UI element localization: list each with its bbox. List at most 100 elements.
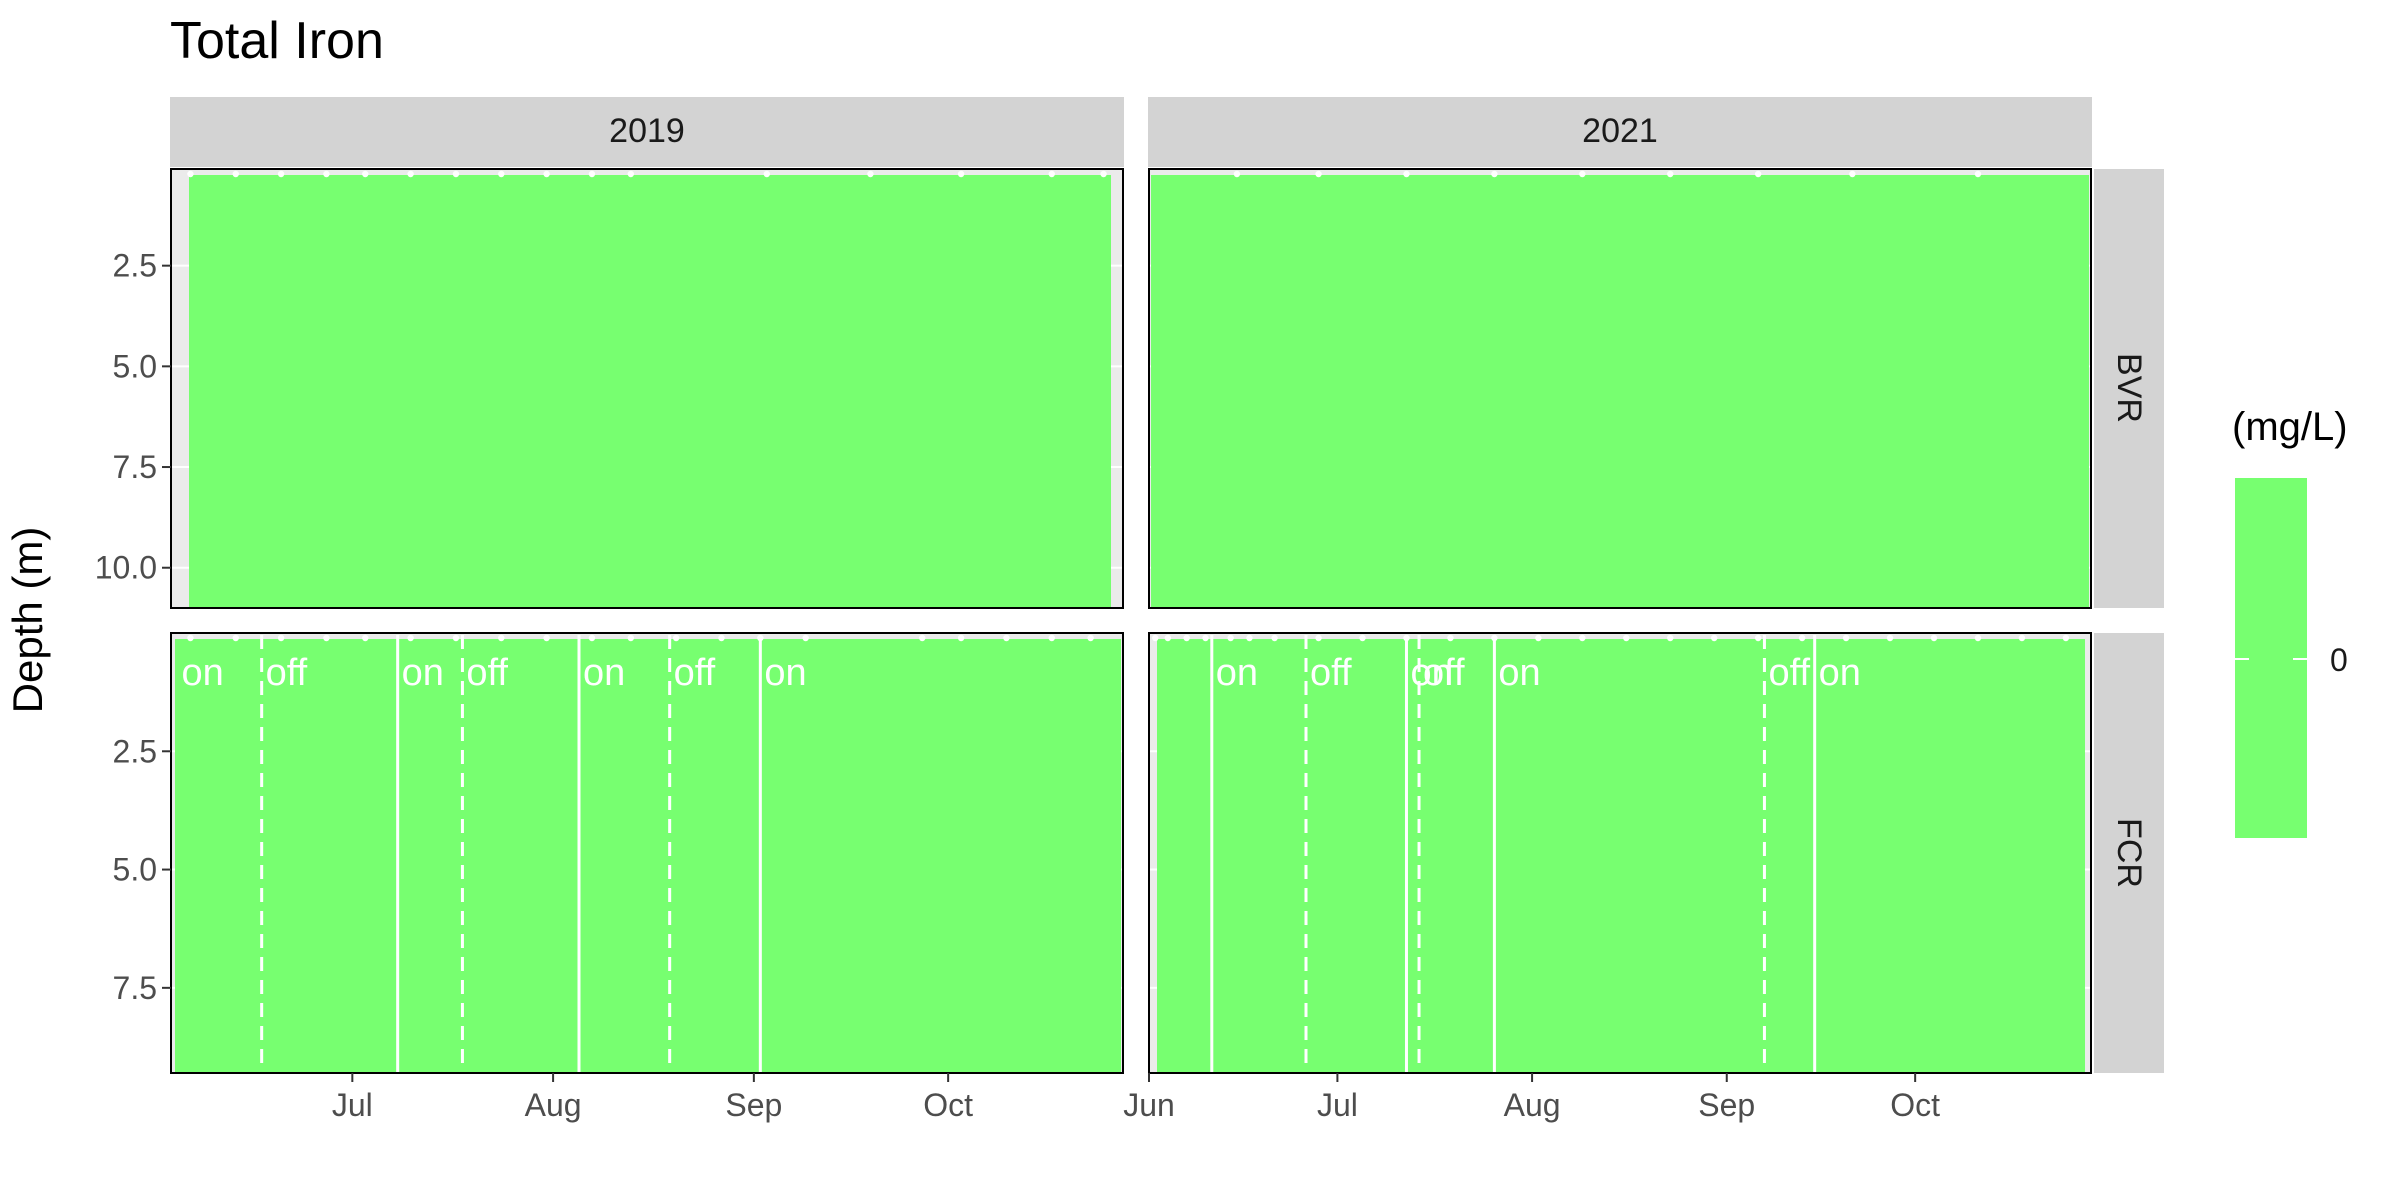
event-label: on: [1410, 652, 1452, 694]
sample-marker: [1886, 634, 1894, 642]
event-label: on: [402, 652, 444, 694]
sample-marker: [672, 634, 680, 642]
panel-border: [1148, 632, 2092, 1074]
strip-row-bvr: [2094, 169, 2164, 608]
legend-tick-label: 0: [2330, 642, 2348, 678]
sample-marker: [232, 170, 239, 178]
panel-border: [170, 168, 1124, 609]
sample-marker: [802, 634, 809, 642]
sample-marker: [1754, 170, 1762, 178]
heatmap-cell: [189, 175, 1111, 608]
sample-marker: [277, 634, 285, 642]
sample-marker: [2062, 634, 2070, 642]
event-label: off: [674, 652, 716, 694]
sample-marker: [407, 634, 414, 642]
y-axis-label: Depth (m): [4, 527, 51, 714]
sample-marker: [718, 634, 725, 642]
event-label: on: [1819, 652, 1861, 694]
heatmap-cell: [1157, 639, 2085, 1073]
sample-marker: [1003, 634, 1010, 642]
x-tick-label: Oct: [1890, 1087, 1940, 1123]
sample-marker: [1974, 170, 1982, 178]
x-tick-label: Sep: [725, 1087, 782, 1123]
strip-col-2019: [170, 97, 1124, 167]
event-label: on: [764, 652, 806, 694]
sample-marker: [627, 170, 635, 178]
sample-marker: [1227, 634, 1234, 642]
sample-marker: [543, 634, 550, 642]
sample-marker: [277, 170, 285, 178]
sample-marker: [1711, 634, 1718, 642]
panel-fcr-2019: on off on off on off on: [170, 632, 1124, 1074]
sample-marker: [1667, 634, 1674, 642]
chart-title: Total Iron: [170, 12, 384, 70]
sample-marker: [1164, 634, 1172, 642]
y-tick-label: 7.5: [113, 449, 157, 485]
event-label: on: [1498, 652, 1540, 694]
heatmap-cell: [175, 639, 1121, 1073]
y-tick-label: 7.5: [113, 970, 157, 1006]
sample-marker: [362, 170, 369, 178]
sample-marker: [407, 170, 414, 178]
strip-col-2021: [1148, 97, 2092, 167]
x-tick-label: Sep: [1698, 1087, 1755, 1123]
x-tick-label: Jun: [1123, 1087, 1175, 1123]
event-label: off: [1768, 652, 1810, 694]
sample-marker: [1315, 170, 1322, 178]
panel-bvr-2019: [170, 168, 1124, 609]
sample-marker: [323, 634, 330, 642]
sample-marker: [1447, 634, 1454, 642]
sample-marker: [588, 634, 596, 642]
sample-marker: [1359, 634, 1366, 642]
sample-marker: [452, 634, 460, 642]
sample-marker: [763, 170, 771, 178]
chart-marks: 2.55.07.510.0on off on off on off on on off onoff…: [95, 168, 2092, 1123]
sample-marker: [1754, 634, 1762, 642]
sample-marker: [1183, 634, 1190, 642]
sample-marker: [1315, 634, 1322, 642]
sample-marker: [1623, 634, 1630, 642]
sample-marker: [1233, 170, 1241, 178]
sample-marker: [1842, 634, 1850, 642]
sample-marker: [919, 634, 926, 642]
strip-label-fcr: FCR: [2110, 818, 2148, 888]
sample-marker: [627, 634, 635, 642]
event-label: off: [1423, 652, 1465, 694]
sample-marker: [1667, 170, 1674, 178]
event-label: on: [583, 652, 625, 694]
sample-marker: [498, 634, 505, 642]
sample-marker: [1202, 634, 1209, 642]
x-tick-label: Oct: [923, 1087, 973, 1123]
sample-marker: [187, 634, 194, 642]
panel-border: [1148, 168, 2092, 609]
x-tick-label: Jul: [1317, 1087, 1358, 1123]
x-tick-label: Aug: [525, 1087, 582, 1123]
sample-marker: [362, 634, 369, 642]
sample-marker: [867, 170, 874, 178]
sample-marker: [1974, 634, 1982, 642]
sample-marker: [452, 170, 460, 178]
strip-label-2019: 2019: [609, 112, 685, 150]
sample-marker: [1849, 170, 1856, 178]
event-label: off: [266, 652, 308, 694]
sample-marker: [588, 170, 596, 178]
y-tick-label: 5.0: [113, 348, 157, 384]
x-tick-label: Jul: [332, 1087, 373, 1123]
sample-marker: [1491, 170, 1498, 178]
x-tick-label: Aug: [1504, 1087, 1561, 1123]
sample-marker: [1798, 634, 1806, 642]
sample-marker: [1087, 634, 1094, 642]
sample-marker: [543, 170, 550, 178]
sample-marker: [1048, 170, 1055, 178]
strip-label-2021: 2021: [1582, 112, 1658, 150]
sample-marker: [1152, 634, 1159, 642]
sample-marker: [1930, 634, 1938, 642]
event-label: off: [1310, 652, 1352, 694]
sample-marker: [323, 170, 330, 178]
sample-marker: [498, 170, 505, 178]
sample-marker: [1271, 634, 1278, 642]
sample-marker: [1246, 634, 1253, 642]
sample-marker: [1579, 634, 1586, 642]
sample-marker: [957, 170, 965, 178]
